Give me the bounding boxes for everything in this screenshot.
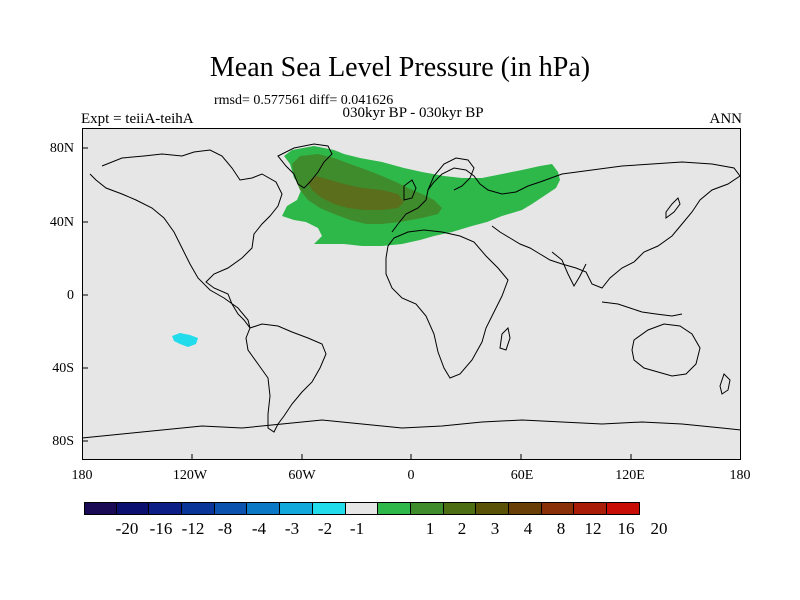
coastline-south-america — [245, 323, 327, 433]
colorbar-label: 12 — [584, 519, 602, 538]
colorbar-label: -8 — [217, 519, 233, 538]
colorbar-label: 8 — [556, 519, 566, 538]
colorbar-swatch — [345, 502, 379, 515]
colorbar-swatch — [247, 502, 281, 515]
coastlines — [82, 143, 741, 439]
colorbar-swatch — [476, 502, 509, 515]
lon-tick-label: 0 — [407, 468, 415, 483]
colorbar-label: -12 — [181, 519, 205, 538]
coastline-scandinavia — [427, 157, 475, 191]
coastline-australia — [631, 323, 701, 377]
anomaly-shading — [172, 146, 560, 347]
plot-subtitle: 030kyr BP - 030kyr BP — [342, 105, 484, 121]
lon-tick-label: 120E — [615, 468, 645, 483]
colorbar-swatch — [312, 502, 346, 515]
colorbar-label: 1 — [425, 519, 435, 538]
colorbar-label: 20 — [650, 519, 668, 538]
coastline-japan — [665, 197, 681, 219]
coastline-india — [551, 251, 587, 288]
colorbar-swatch — [280, 502, 313, 515]
experiment-label: Expt = teiiA-teihA — [81, 111, 194, 127]
colorbar-swatch — [214, 502, 248, 515]
colorbar-label: 2 — [457, 519, 467, 538]
colorbar-swatch — [116, 502, 150, 515]
lon-tick-label: 60E — [510, 468, 534, 483]
coastline-antarctica — [82, 419, 741, 439]
lat-tick-label: 80N — [49, 141, 74, 156]
colorbar-label: -16 — [149, 519, 173, 538]
coastline-europe — [391, 167, 541, 233]
stats-label: rmsd= 0.577561 diff= 0.041626 — [214, 93, 394, 108]
lon-tick-label: 120W — [172, 468, 208, 483]
colorbar-swatch — [508, 502, 542, 515]
coastline-indonesia — [601, 301, 683, 317]
colorbar-swatch — [410, 502, 444, 515]
coastline-north-america — [89, 149, 283, 329]
colorbar — [84, 502, 640, 515]
colorbar-swatch — [443, 502, 477, 515]
season-label: ANN — [709, 111, 743, 127]
colorbar-swatch — [541, 502, 575, 515]
lon-tick-label: 60W — [288, 468, 316, 483]
colorbar-swatch — [378, 502, 411, 515]
lat-tick-label: 0 — [67, 288, 74, 303]
colorbar-swatch — [84, 502, 117, 515]
colorbar-swatch — [182, 502, 215, 515]
lat-tick-label: 40N — [49, 215, 74, 230]
colorbar-label: 4 — [523, 519, 533, 538]
colorbar-label: -1 — [349, 519, 365, 538]
colorbar-label: -4 — [251, 519, 267, 538]
map-ticks — [82, 147, 632, 460]
colorbar-label: -3 — [284, 519, 300, 538]
world-map — [82, 128, 741, 460]
coastline-asia — [491, 161, 741, 289]
coastline-greenland — [277, 143, 333, 189]
plot-title: Mean Sea Level Pressure (in hPa) — [209, 52, 591, 83]
colorbar-swatch — [574, 502, 607, 515]
colorbar-label: -2 — [317, 519, 333, 538]
coastline-uk — [403, 179, 417, 201]
colorbar-label: 16 — [617, 519, 635, 538]
colorbar-swatch — [607, 502, 640, 515]
colorbar-label: -20 — [115, 519, 139, 538]
lon-tick-label: 180 — [71, 468, 93, 483]
coastline-new-zealand — [719, 373, 731, 395]
colorbar-label: 3 — [490, 519, 500, 538]
lon-tick-label: 180 — [729, 468, 751, 483]
anomaly-region-negative — [172, 333, 198, 347]
colorbar-swatch — [149, 502, 183, 515]
lat-tick-label: 40S — [52, 361, 74, 376]
lat-tick-label: 80S — [52, 434, 74, 449]
coastline-madagascar — [499, 326, 511, 351]
coastline-africa — [385, 229, 509, 379]
anomaly-region-level-4 — [308, 176, 404, 210]
